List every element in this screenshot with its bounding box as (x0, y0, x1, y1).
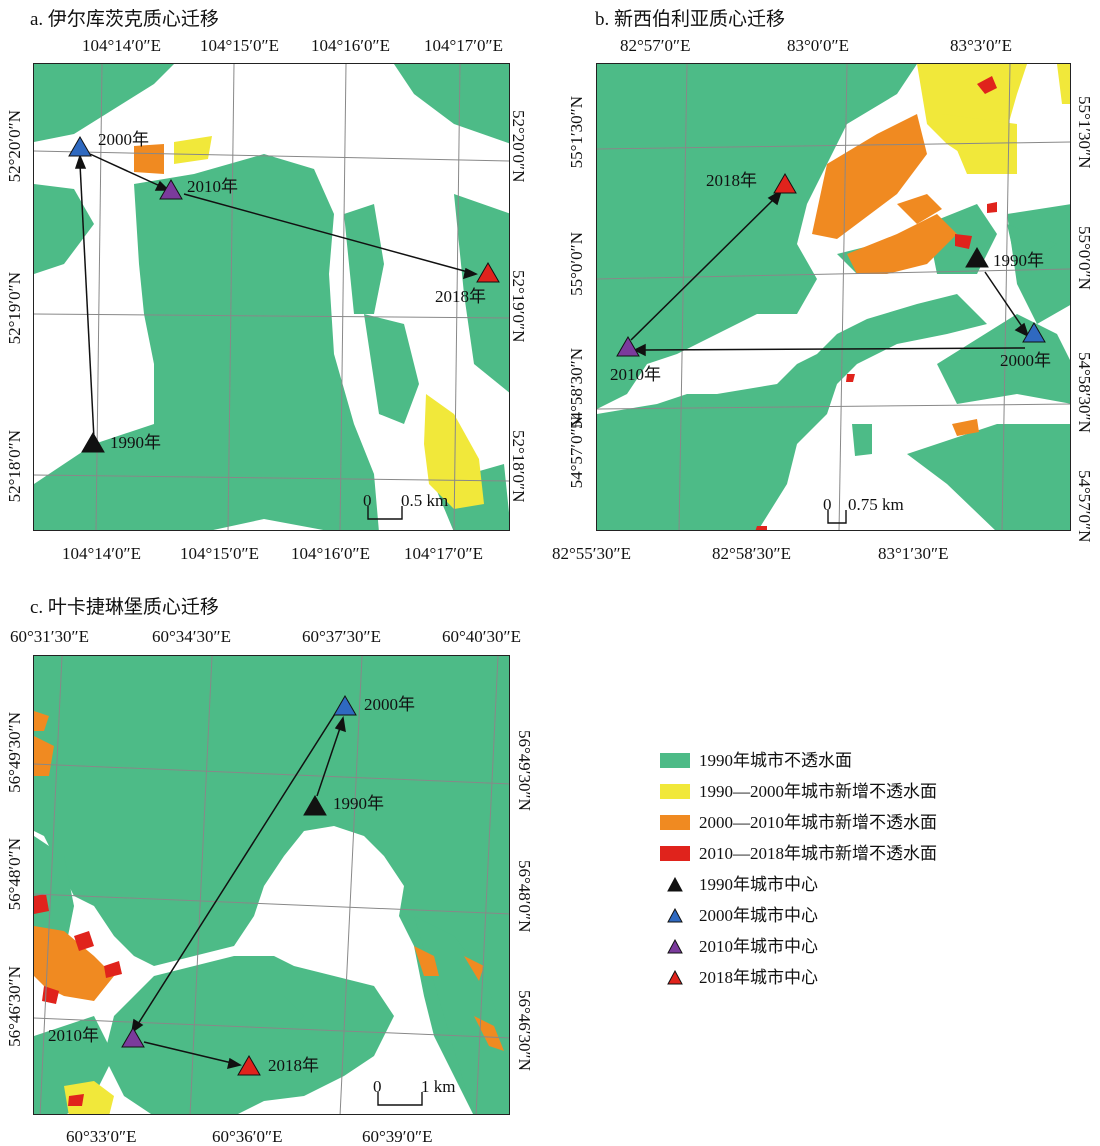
center-2000-marker (1022, 322, 1046, 343)
panel-b-map[interactable] (596, 63, 1071, 531)
panel-c-title: c. 叶卡捷琳堡质心迁移 (30, 597, 219, 618)
panel-a-top-tick: 104°17′0″E (424, 36, 503, 55)
panel-c-right-tick: 56°49′30″N (515, 730, 534, 811)
panel-c-center-label: 2000年 (364, 695, 415, 714)
triangle-icon (667, 939, 683, 954)
new-2010-2018-area (755, 76, 997, 530)
panel-b-top-tick: 82°57′0″E (620, 36, 691, 55)
legend-swatch (660, 753, 690, 768)
center-2010-marker (159, 179, 183, 200)
panel-b-center-label: 1990年 (993, 251, 1044, 270)
panel-b-right-tick: 55°1′30″N (1075, 96, 1094, 169)
panel-a-center-label: 1990年 (110, 433, 161, 452)
center-1990-marker (303, 795, 327, 816)
panel-c-top-tick: 60°31′30″E (10, 627, 89, 646)
center-2010-marker (616, 336, 640, 357)
panel-b-right-tick: 54°58′30″N (1075, 352, 1094, 433)
panel-b-map-svg (597, 64, 1070, 530)
panel-c-center-label: 1990年 (333, 794, 384, 813)
center-2000-marker (333, 695, 357, 716)
panel-b-right-tick: 55°0′0″N (1075, 226, 1094, 290)
panel-b-top-tick: 83°3′0″E (950, 36, 1012, 55)
legend-item: 2000年城市中心 (660, 900, 1080, 931)
panel-a-top-tick: 104°16′0″E (311, 36, 390, 55)
panel-b-bottom-tick: 82°55′30″E (552, 544, 631, 563)
panel-a-bottom-tick: 104°14′0″E (62, 544, 141, 563)
panel-a-migration-arrows (74, 153, 478, 440)
panel-a-map[interactable] (33, 63, 510, 531)
panel-b-migration-arrows (630, 189, 1030, 357)
panel-a-center-label: 2010年 (187, 177, 238, 196)
legend-item: 1990年城市中心 (660, 869, 1080, 900)
panel-c-center-label: 2010年 (48, 1026, 99, 1045)
panel-c-bottom-tick: 60°33′0″E (66, 1127, 137, 1146)
new-2000-2010-area (134, 144, 164, 174)
panel-a-top-tick: 104°15′0″E (200, 36, 279, 55)
legend-item: 1990—2000年城市新增不透水面 (660, 776, 1080, 807)
legend-item: 2000—2010年城市新增不透水面 (660, 807, 1080, 838)
panel-b-center-label: 2010年 (610, 365, 661, 384)
panel-c-top-tick: 60°40′30″E (442, 627, 521, 646)
center-2000-marker (68, 136, 92, 157)
panel-c-bottom-tick: 60°36′0″E (212, 1127, 283, 1146)
legend-item: 1990年城市不透水面 (660, 745, 1080, 776)
panel-a-bottom-tick: 104°17′0″E (404, 544, 483, 563)
panel-a-map-svg (34, 64, 509, 530)
panel-a-top-tick: 104°14′0″E (82, 36, 161, 55)
triangle-icon (667, 970, 683, 985)
new-2010-2018-area (34, 894, 122, 1106)
center-2018-marker (476, 262, 500, 283)
panel-a-center-label: 2000年 (98, 130, 149, 149)
new-1990-2000-area (917, 64, 1070, 174)
panel-c-top-tick: 60°37′30″E (302, 627, 381, 646)
legend-swatch (660, 784, 690, 799)
legend-swatch (660, 815, 690, 830)
panel-b-center-label: 2018年 (706, 171, 757, 190)
legend-item: 2018年城市中心 (660, 962, 1080, 993)
panel-a-centers (68, 136, 500, 453)
panel-c-top-tick: 60°34′30″E (152, 627, 231, 646)
panel-c-right-tick: 56°46′30″N (515, 990, 534, 1071)
panel-a-title: a. 伊尔库茨克质心迁移 (30, 9, 219, 30)
panel-a-center-label: 2018年 (435, 287, 486, 306)
panel-b-bottom-tick: 82°58′30″E (712, 544, 791, 563)
legend-item: 2010年城市中心 (660, 931, 1080, 962)
legend-item: 2010—2018年城市新增不透水面 (660, 838, 1080, 869)
map-legend: 1990年城市不透水面 1990—2000年城市新增不透水面 2000—2010… (660, 745, 1080, 993)
panel-c-map[interactable] (33, 655, 510, 1115)
center-2018-marker (237, 1055, 261, 1076)
center-1990-marker (81, 432, 105, 453)
triangle-icon (667, 877, 683, 892)
panel-b-title: b. 新西伯利亚质心迁移 (595, 9, 786, 30)
panel-c-map-svg (34, 656, 509, 1114)
panel-a-right-tick: 52°20′0″N (509, 110, 528, 183)
new-2000-2010-area (34, 711, 504, 1051)
panel-c-migration-arrows (130, 705, 346, 1070)
center-2018-marker (773, 173, 797, 194)
grid-lines (34, 64, 509, 530)
panel-c-bottom-tick: 60°39′0″E (362, 1127, 433, 1146)
panel-a-right-tick: 52°18′0″N (509, 430, 528, 503)
triangle-icon (667, 908, 683, 923)
new-2000-2010-area (812, 114, 979, 436)
legend-swatch (660, 846, 690, 861)
panel-a-right-tick: 52°19′0″N (509, 270, 528, 343)
panel-b-top-tick: 83°0′0″E (787, 36, 849, 55)
impervious-1990-area (34, 64, 509, 530)
panel-c-centers (121, 695, 357, 1076)
panel-b-centers (616, 173, 1046, 357)
grid-lines (34, 656, 509, 1114)
panel-b-bottom-tick: 83°1′30″E (878, 544, 949, 563)
grid-lines (597, 64, 1070, 530)
panel-a-bottom-tick: 104°15′0″E (180, 544, 259, 563)
panel-c-right-tick: 56°48′0″N (515, 860, 534, 933)
panel-b-center-label: 2000年 (1000, 351, 1051, 370)
center-1990-marker (965, 247, 989, 268)
panel-c-center-label: 2018年 (268, 1056, 319, 1075)
panel-a-bottom-tick: 104°16′0″E (291, 544, 370, 563)
panel-b-right-tick: 54°57′0″N (1075, 470, 1094, 543)
center-2010-marker (121, 1027, 145, 1048)
